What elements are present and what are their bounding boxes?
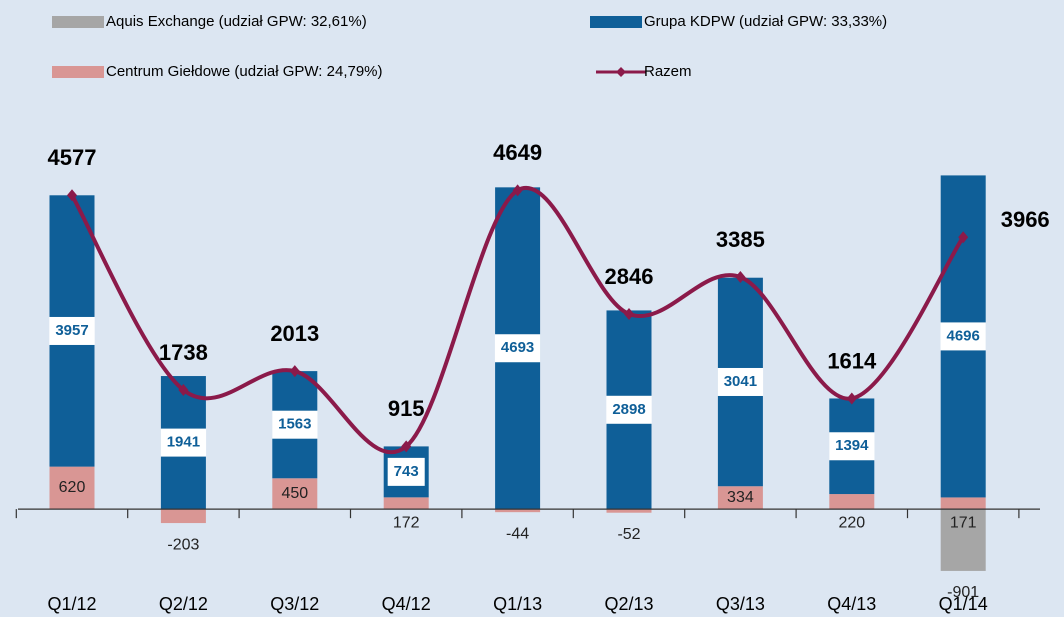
line-marker: [624, 307, 634, 320]
bar: [606, 509, 652, 513]
total-label: 1614: [827, 348, 877, 373]
x-tick-label: Q3/13: [716, 594, 765, 614]
bar: [272, 478, 318, 510]
data-label: 334: [727, 489, 754, 506]
data-label: 4696: [947, 327, 980, 344]
data-label: -203: [167, 536, 199, 553]
bar: [49, 466, 95, 510]
x-tick-label: Q1/13: [493, 594, 542, 614]
label-box: [494, 334, 541, 363]
label-box: [940, 322, 986, 351]
x-tick-label: Q4/12: [382, 594, 431, 614]
legend-label: Aquis Exchange (udział GPW: 32,61%): [106, 13, 367, 30]
x-tick-label: Q2/12: [159, 594, 208, 614]
label-box: [717, 367, 764, 396]
data-label: 1394: [835, 437, 869, 454]
data-label: 3041: [724, 373, 757, 390]
data-label: -44: [506, 525, 529, 542]
line-marker: [735, 271, 746, 284]
legend-label: Razem: [644, 63, 692, 80]
legend-swatch: [590, 16, 642, 28]
data-label: 450: [281, 485, 308, 502]
data-label: 220: [838, 514, 865, 531]
data-label: 620: [59, 479, 86, 496]
bar: [160, 509, 206, 524]
bar: [829, 494, 875, 510]
total-label: 4577: [48, 145, 97, 170]
line-marker: [67, 189, 77, 202]
data-label: 3957: [55, 322, 88, 339]
data-label: 172: [393, 514, 420, 531]
total-label: 4649: [493, 140, 542, 165]
legend-swatch: [52, 66, 104, 78]
data-label: 1941: [167, 434, 200, 451]
label-box: [606, 395, 652, 424]
x-tick-label: Q1/12: [47, 594, 96, 614]
legend-label: Grupa KDPW (udział GPW: 33,33%): [644, 13, 887, 30]
data-label: 1563: [278, 416, 311, 433]
line-marker: [512, 184, 523, 197]
line-marker: [958, 231, 969, 244]
label-box: [272, 410, 318, 439]
total-label: 3385: [716, 227, 765, 252]
data-label: 2898: [612, 401, 645, 418]
legend-label: Centrum Giełdowe (udział GPW: 24,79%): [106, 63, 383, 80]
total-label: 1738: [159, 340, 208, 365]
x-tick-label: Q1/14: [939, 594, 988, 614]
bar: [940, 497, 986, 510]
bar: [940, 509, 986, 571]
x-tick-label: Q4/13: [827, 594, 876, 614]
data-label: -52: [617, 526, 640, 543]
total-label: 915: [388, 396, 425, 421]
total-label: 2013: [270, 321, 319, 346]
line-marker: [401, 440, 412, 453]
line-marker: [289, 365, 300, 378]
legend-swatch: [52, 16, 104, 28]
data-label: 4693: [501, 339, 534, 356]
x-tick-label: Q3/12: [270, 594, 319, 614]
total-label: 3966: [1001, 207, 1050, 232]
data-label: -901: [947, 584, 979, 601]
data-label: 743: [394, 463, 419, 480]
total-label: 2846: [605, 264, 654, 289]
x-tick-label: Q2/13: [604, 594, 653, 614]
bar: [495, 509, 541, 513]
bar: [717, 486, 763, 510]
line: [70, 185, 965, 455]
label-box: [49, 316, 95, 345]
line-marker: [178, 383, 189, 396]
line-marker: [846, 392, 857, 405]
legend-marker: [616, 67, 626, 77]
label-box: [829, 432, 875, 461]
bar: [383, 497, 429, 510]
label-box: [387, 457, 425, 486]
label-box: [160, 428, 207, 457]
data-label: 171: [950, 514, 977, 531]
